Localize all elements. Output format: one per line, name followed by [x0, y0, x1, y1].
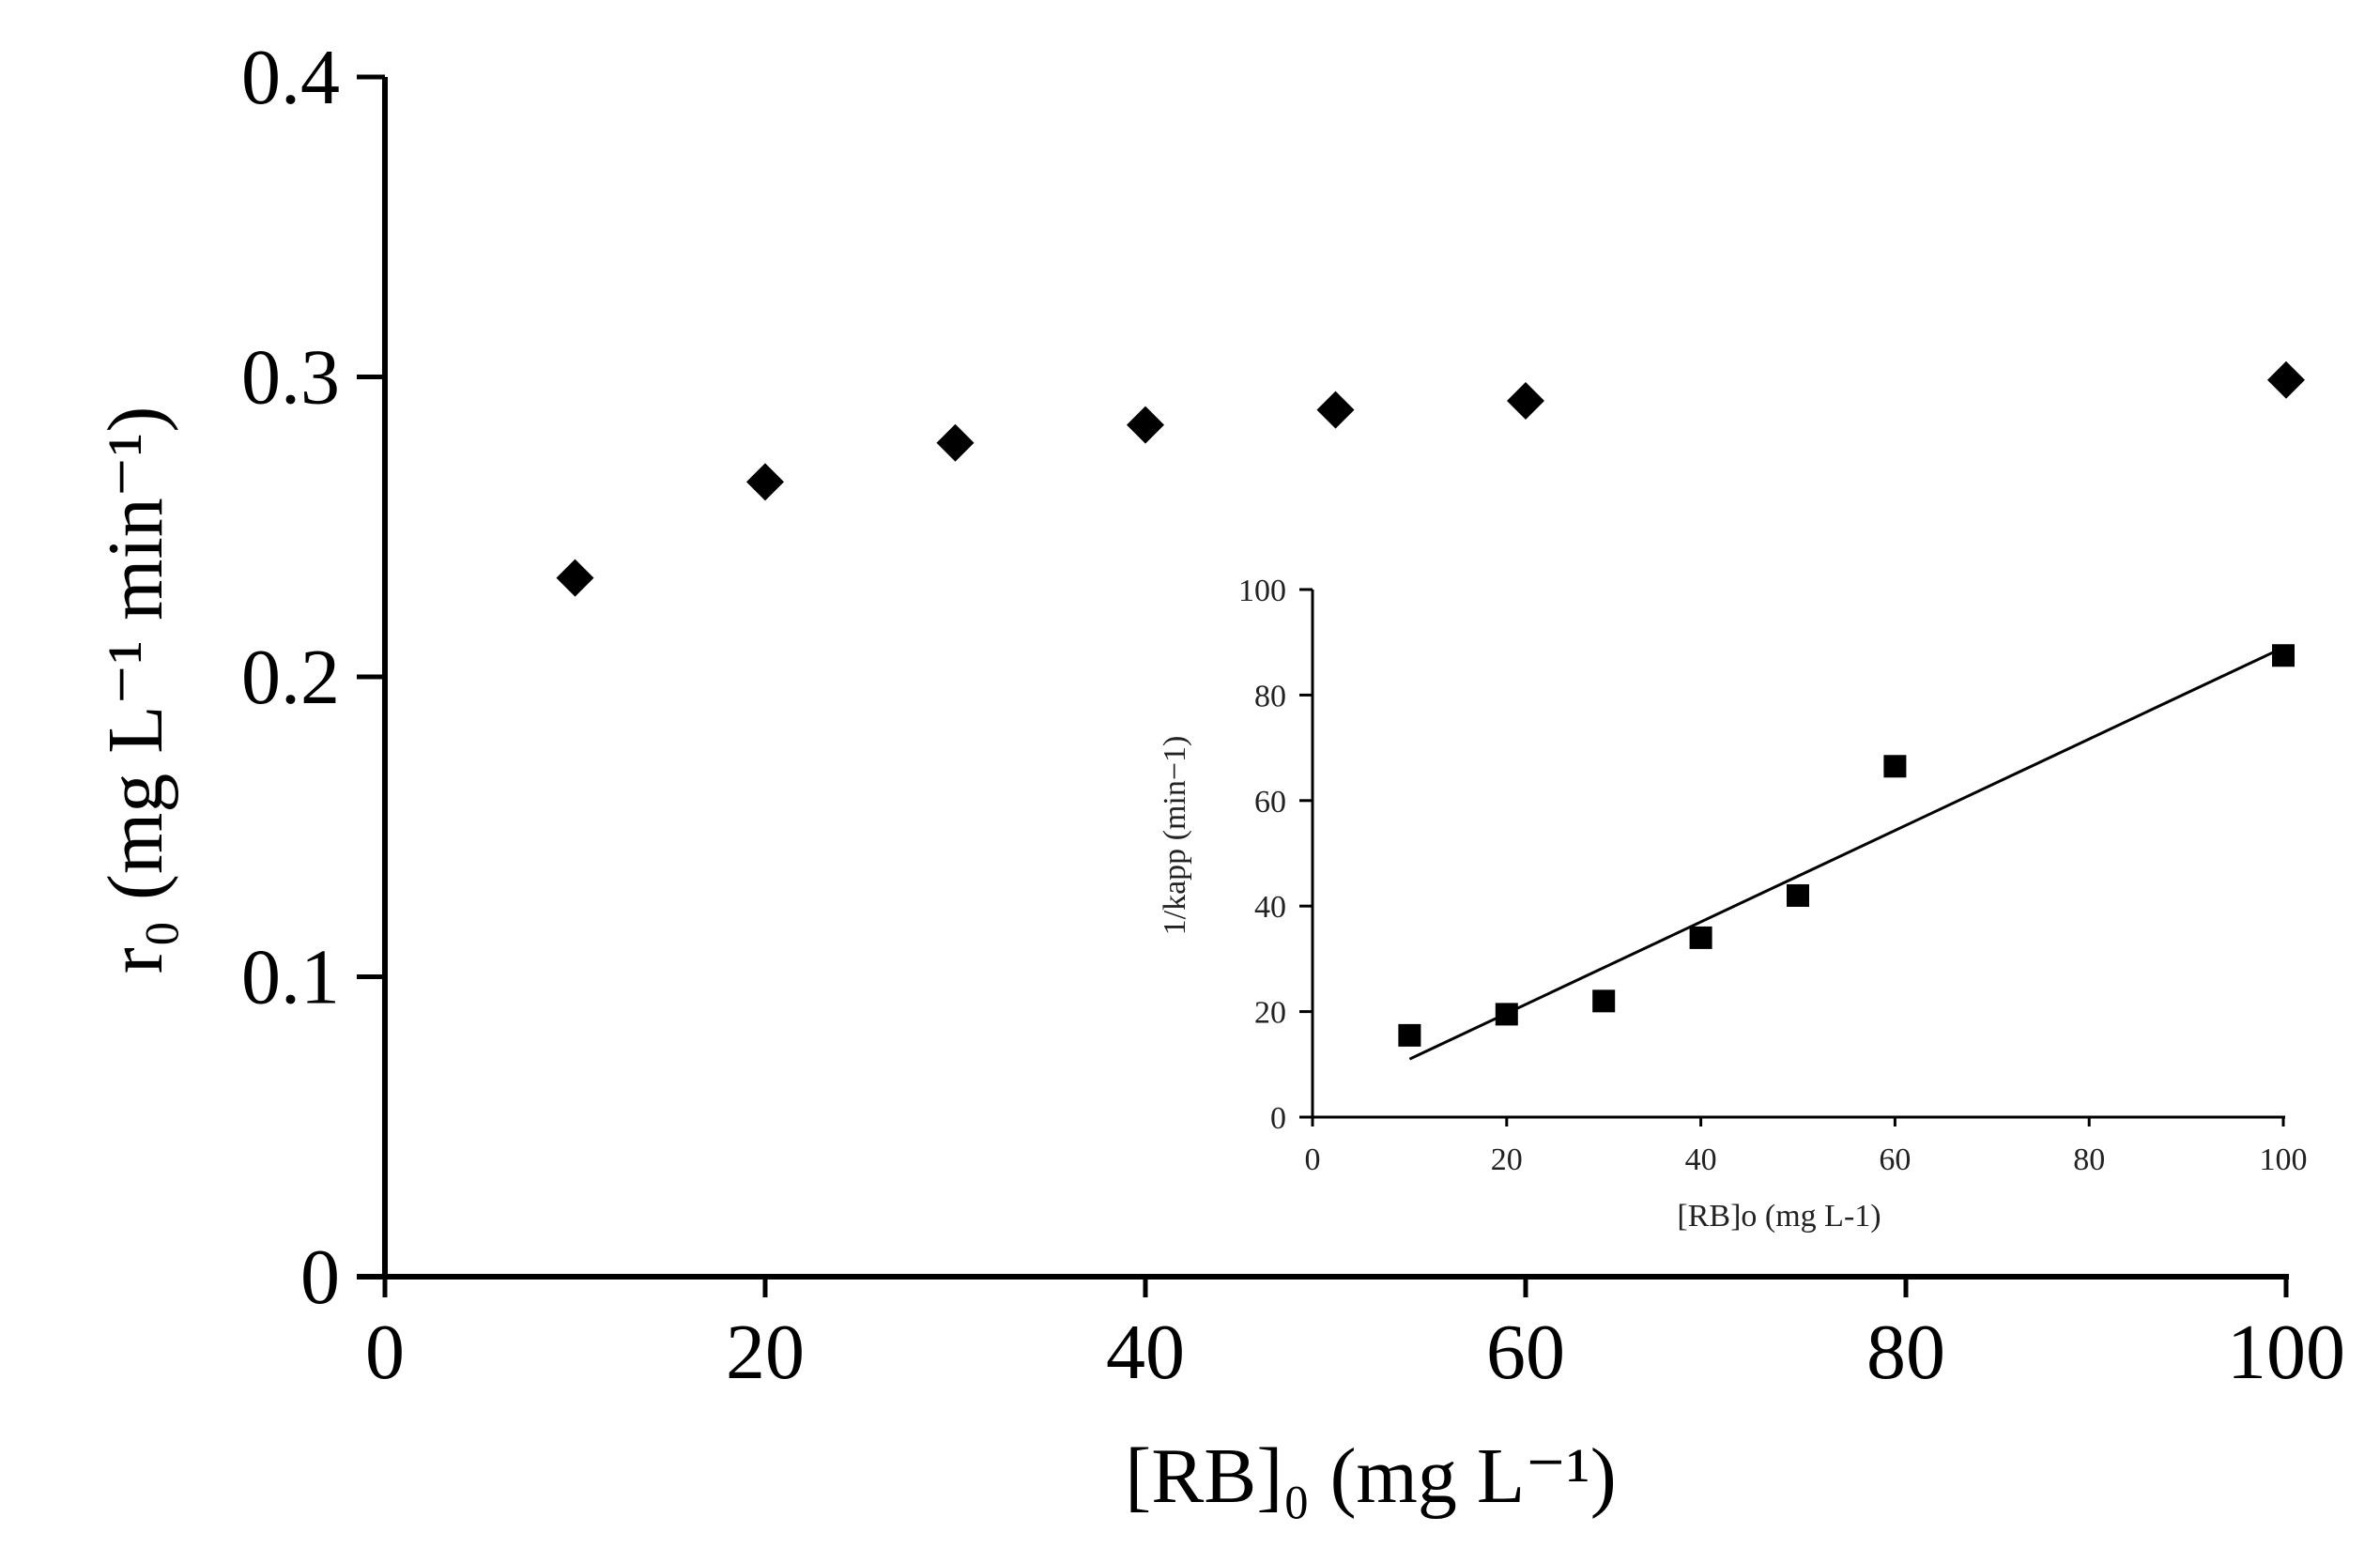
- main-axes: [357, 77, 2289, 1280]
- inset-data-point: [2272, 644, 2295, 667]
- main-x-ticks: 0 20 40 60 80 100: [365, 1277, 2345, 1396]
- main-data-point: [746, 463, 784, 501]
- inset-data-point: [1398, 1023, 1421, 1047]
- inset-y-ticks: 0 20 40 60 80 100: [1238, 574, 1313, 1136]
- inset-x-tick-label: 80: [2073, 1142, 2105, 1177]
- inset-data-point: [1883, 755, 1907, 778]
- inset-x-tick-label: 0: [1305, 1142, 1321, 1177]
- main-x-tick-label: 80: [1866, 1309, 1945, 1396]
- main-x-tick-label: 60: [1486, 1309, 1565, 1396]
- inset-plot: 0 20 40 60 80 100 0 20 40 60 80 100 [RB]o (mg L-1)…: [1158, 574, 2308, 1234]
- inset-x-tick-label: 100: [2260, 1142, 2308, 1177]
- inset-y-axis-label: 1/kapp (min−1): [1158, 736, 1192, 936]
- inset-x-tick-label: 60: [1879, 1142, 1911, 1177]
- inset-x-tick-label: 40: [1685, 1142, 1717, 1177]
- inset-x-ticks: 0 20 40 60 80 100: [1305, 1117, 2308, 1177]
- main-data-points: [556, 360, 2305, 597]
- inset-y-tick-label: 40: [1254, 890, 1286, 925]
- main-x-tick-label: 100: [2227, 1309, 2345, 1396]
- main-data-point: [1316, 391, 1355, 429]
- inset-data-points: [1398, 644, 2295, 1047]
- main-y-tick-label: 0.3: [241, 334, 340, 421]
- inset-data-point: [1787, 883, 1809, 907]
- main-y-ticks: 0 0.1 0.2 0.3 0.4: [241, 34, 385, 1321]
- main-y-tick-label: 0: [300, 1234, 340, 1321]
- main-x-axis-label: [RB]₀ (mg L⁻¹): [1125, 1433, 1616, 1520]
- inset-x-axis-label: [RB]o (mg L-1): [1677, 1199, 1881, 1234]
- inset-y-tick-label: 80: [1254, 679, 1286, 713]
- inset-y-tick-label: 60: [1254, 785, 1286, 820]
- main-x-tick-label: 40: [1106, 1309, 1185, 1396]
- main-y-axis-label: r₀ (mg L⁻¹ min⁻¹): [92, 406, 179, 974]
- main-y-tick-label: 0.4: [241, 34, 340, 121]
- inset-y-tick-label: 0: [1270, 1101, 1286, 1136]
- main-y-tick-label: 0.1: [241, 934, 340, 1021]
- main-plot: 0 20 40 60 80 100 0 0.1 0.2 0.3 0.4 [RB]₀ (mg L⁻¹…: [92, 34, 2345, 1520]
- main-x-tick-label: 0: [365, 1309, 405, 1396]
- inset-fit-line-group: [1408, 646, 2284, 1061]
- main-y-tick-label: 0.2: [241, 634, 340, 721]
- inset-data-point: [1689, 926, 1712, 949]
- main-data-point: [1127, 406, 1164, 444]
- inset-axes: [1299, 590, 2285, 1119]
- main-data-point: [2267, 360, 2305, 399]
- main-data-point: [936, 423, 975, 462]
- inset-data-point: [1592, 989, 1616, 1013]
- inset-data-point: [1495, 1003, 1518, 1026]
- inset-y-tick-label: 20: [1254, 996, 1286, 1031]
- main-data-point: [1507, 382, 1544, 421]
- inset-fit-line: [1408, 646, 2284, 1061]
- main-data-point: [556, 559, 594, 597]
- inset-x-tick-label: 20: [1491, 1142, 1523, 1177]
- main-x-tick-label: 20: [726, 1309, 805, 1396]
- inset-y-tick-label: 100: [1238, 574, 1286, 608]
